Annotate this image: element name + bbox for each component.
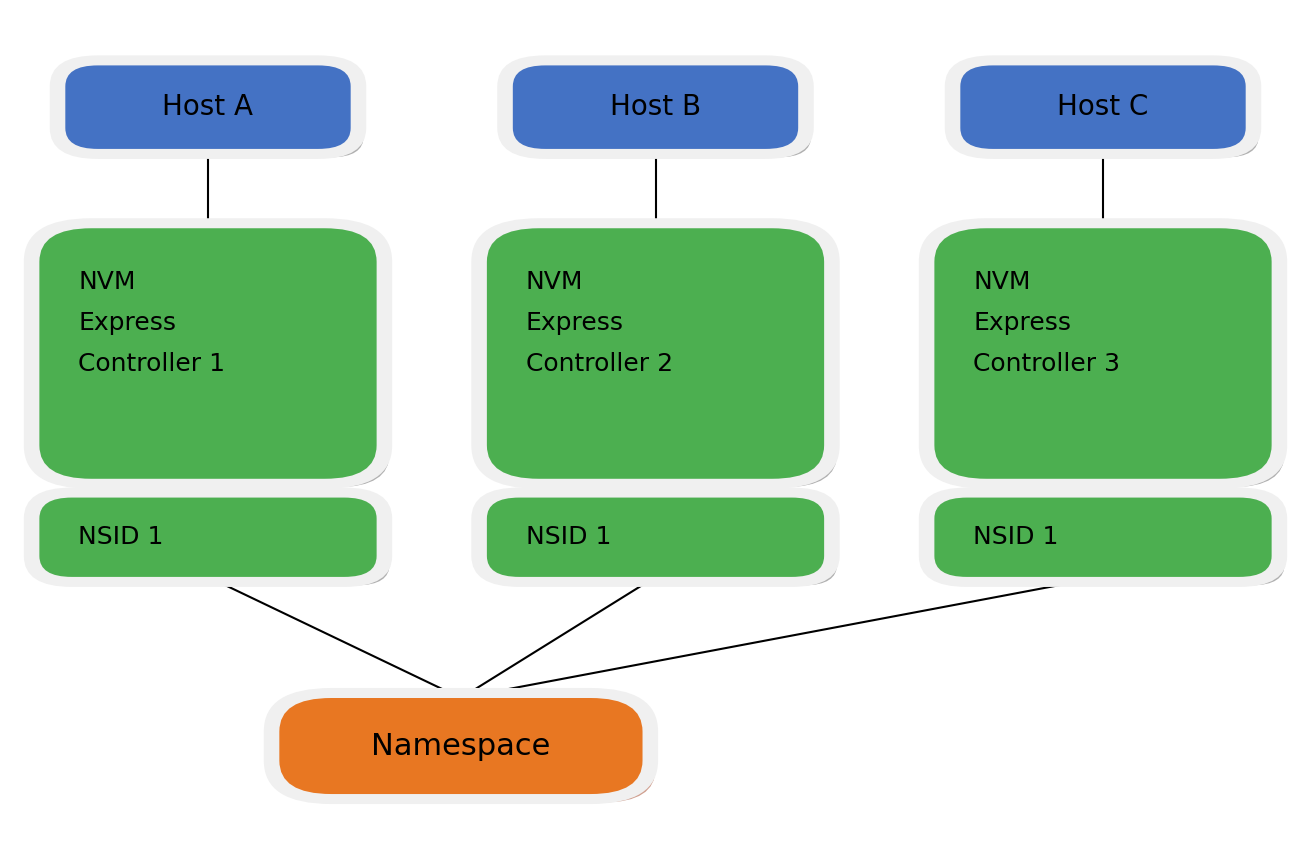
FancyBboxPatch shape bbox=[472, 487, 839, 587]
Text: Host C: Host C bbox=[1057, 93, 1148, 121]
FancyBboxPatch shape bbox=[948, 506, 1285, 585]
Text: Namespace: Namespace bbox=[371, 732, 551, 761]
FancyBboxPatch shape bbox=[973, 74, 1259, 157]
FancyBboxPatch shape bbox=[279, 698, 642, 794]
FancyBboxPatch shape bbox=[935, 498, 1272, 577]
FancyBboxPatch shape bbox=[66, 65, 350, 149]
FancyBboxPatch shape bbox=[499, 237, 838, 487]
FancyBboxPatch shape bbox=[52, 506, 389, 585]
FancyBboxPatch shape bbox=[24, 487, 392, 587]
Text: NSID 1: NSID 1 bbox=[526, 526, 611, 549]
FancyBboxPatch shape bbox=[945, 55, 1261, 159]
FancyBboxPatch shape bbox=[961, 65, 1245, 149]
FancyBboxPatch shape bbox=[24, 218, 392, 489]
FancyBboxPatch shape bbox=[486, 498, 825, 577]
FancyBboxPatch shape bbox=[39, 228, 376, 479]
Text: NVM
Express
Controller 1: NVM Express Controller 1 bbox=[79, 270, 225, 376]
FancyBboxPatch shape bbox=[497, 55, 814, 159]
FancyBboxPatch shape bbox=[264, 688, 658, 804]
Text: Host A: Host A bbox=[163, 93, 253, 121]
FancyBboxPatch shape bbox=[919, 218, 1287, 489]
FancyBboxPatch shape bbox=[499, 506, 838, 585]
FancyBboxPatch shape bbox=[935, 228, 1272, 479]
FancyBboxPatch shape bbox=[486, 228, 825, 479]
Text: Host B: Host B bbox=[610, 93, 701, 121]
Text: NVM
Express
Controller 3: NVM Express Controller 3 bbox=[973, 270, 1121, 376]
FancyBboxPatch shape bbox=[39, 498, 376, 577]
FancyBboxPatch shape bbox=[513, 65, 798, 149]
FancyBboxPatch shape bbox=[79, 74, 363, 157]
Text: NSID 1: NSID 1 bbox=[973, 526, 1059, 549]
FancyBboxPatch shape bbox=[919, 487, 1287, 587]
FancyBboxPatch shape bbox=[292, 706, 656, 802]
FancyBboxPatch shape bbox=[526, 74, 812, 157]
Text: NSID 1: NSID 1 bbox=[79, 526, 164, 549]
FancyBboxPatch shape bbox=[948, 237, 1285, 487]
Text: NVM
Express
Controller 2: NVM Express Controller 2 bbox=[526, 270, 673, 376]
FancyBboxPatch shape bbox=[472, 218, 839, 489]
FancyBboxPatch shape bbox=[52, 237, 389, 487]
FancyBboxPatch shape bbox=[50, 55, 366, 159]
